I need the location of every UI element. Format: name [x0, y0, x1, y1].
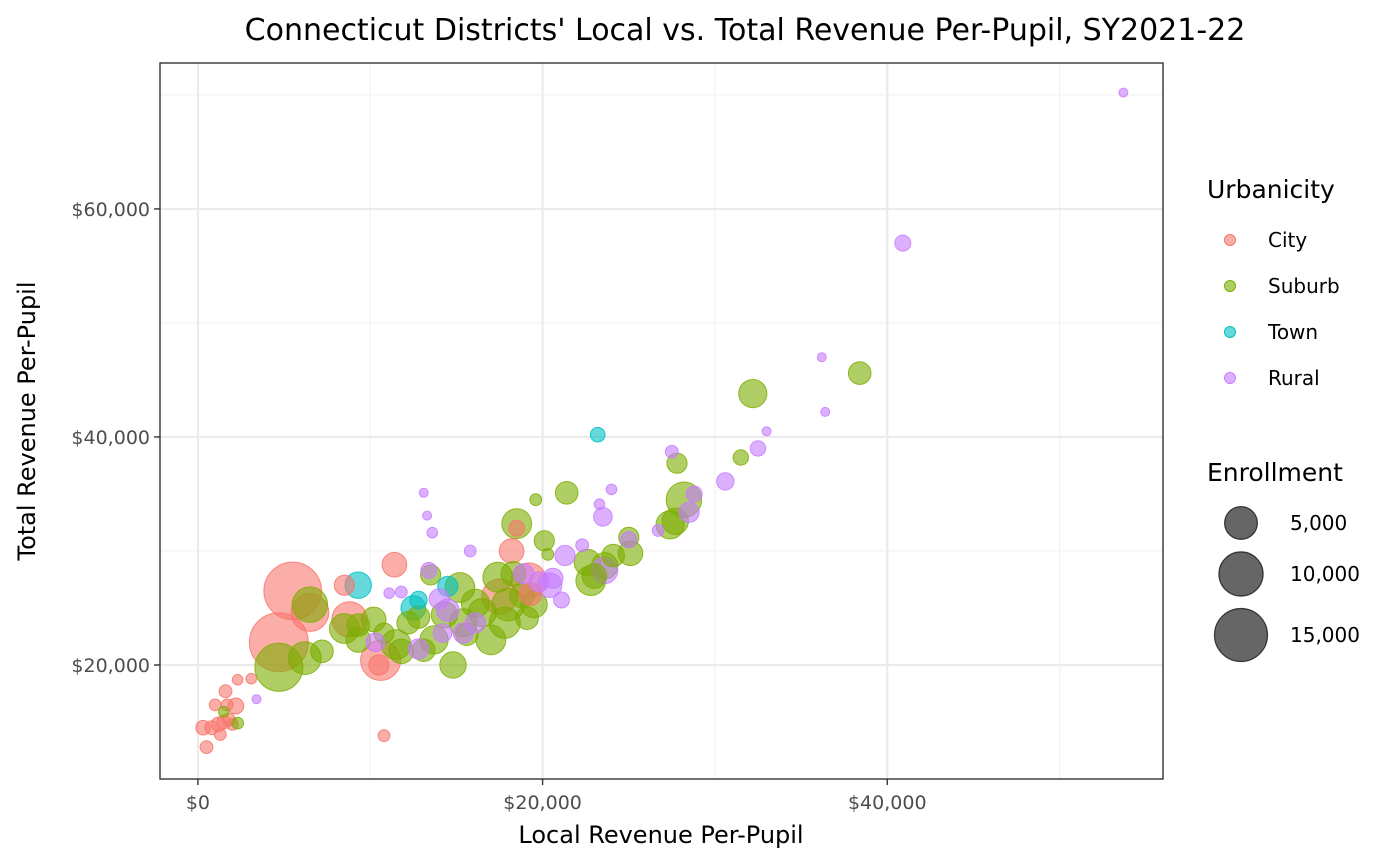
data-point-rural [575, 538, 590, 553]
data-point-rural [593, 507, 613, 527]
minor-gridlines [160, 63, 1163, 779]
data-point-rural [420, 561, 438, 579]
data-point-town [589, 426, 606, 443]
data-point-rural [664, 444, 679, 459]
data-point-suburb [847, 361, 872, 385]
data-point-suburb [291, 586, 329, 623]
legend-size-label: 10,000 [1290, 562, 1360, 586]
legend-key-town [1224, 326, 1236, 338]
x-axis: $0 $20,000 $40,000 [186, 779, 927, 814]
data-point-rural [432, 623, 453, 643]
data-point-suburb [581, 563, 608, 589]
data-point-city [199, 740, 214, 754]
data-point-rural [620, 531, 638, 549]
data-point-suburb [218, 705, 230, 718]
data-point-city [213, 728, 227, 741]
data-point-city [377, 729, 391, 743]
major-gridlines [160, 63, 1163, 779]
data-point-rural [553, 591, 570, 609]
data-point-rural [383, 587, 396, 600]
data-point-city [333, 574, 355, 596]
data-point-rural [749, 440, 767, 457]
data-point-suburb [601, 543, 626, 568]
data-point-suburb [738, 379, 768, 409]
data-point-suburb [515, 606, 539, 631]
data-point-suburb [732, 449, 749, 466]
legend-label-city: City [1268, 228, 1307, 252]
x-tick-label: $40,000 [848, 792, 927, 814]
data-point-rural [685, 485, 703, 503]
legend-color-title: Urbanicity [1207, 175, 1335, 204]
y-tick-label: $40,000 [71, 427, 150, 449]
plot-panel [159, 62, 1164, 780]
data-point-city [368, 654, 390, 676]
data-point-rural [422, 510, 433, 521]
data-point-city [381, 551, 408, 578]
data-point-suburb [310, 639, 334, 664]
data-point-city [508, 519, 526, 537]
data-point-suburb [533, 530, 555, 552]
legend-label-town: Town [1267, 320, 1318, 344]
data-point-rural [407, 638, 430, 660]
legend-size-label: 15,000 [1290, 623, 1360, 647]
y-tick-label: $20,000 [71, 655, 150, 677]
data-point-rural [605, 483, 618, 496]
data-point-rural [426, 526, 439, 539]
legend-size-label: 5,000 [1290, 511, 1347, 535]
data-point-city [498, 538, 525, 564]
data-point-rural [820, 406, 831, 417]
y-axis: $20,000 $40,000 $60,000 [71, 199, 160, 677]
data-point-suburb [231, 716, 245, 730]
data-point-suburb [541, 548, 555, 561]
data-point-suburb [529, 493, 543, 507]
legend-size-entries: 5,000 10,000 15,000 [1213, 506, 1360, 663]
data-point-rural [542, 567, 564, 589]
legend-size-key [1223, 506, 1258, 541]
legend-color-entries: City Suburb Town Rural [1224, 228, 1340, 390]
data-point-rural [365, 632, 386, 653]
y-tick-label: $60,000 [71, 199, 150, 221]
legend-key-city [1224, 234, 1236, 246]
data-point-rural [761, 426, 772, 437]
data-point-rural [463, 544, 477, 558]
x-axis-title: Local Revenue Per-Pupil [518, 821, 803, 849]
data-point-rural [593, 498, 606, 511]
data-point-rural [678, 501, 700, 523]
data-point-rural [816, 352, 827, 363]
legend-size-title: Enrollment [1207, 458, 1343, 487]
legend-size-key [1213, 607, 1269, 663]
data-point-city [245, 672, 258, 685]
x-tick-label: $0 [186, 792, 210, 814]
data-point-suburb [439, 651, 467, 679]
data-points [195, 87, 1129, 754]
data-point-rural [894, 234, 912, 252]
legend-label-rural: Rural [1268, 366, 1320, 390]
chart-title: Connecticut Districts' Local vs. Total R… [245, 13, 1246, 48]
data-point-city [231, 674, 244, 686]
data-point-rural [716, 472, 735, 491]
y-axis-title: Total Revenue Per-Pupil [13, 281, 41, 561]
data-point-town [409, 590, 428, 610]
legend-key-rural [1224, 372, 1236, 384]
data-point-rural [394, 585, 408, 599]
data-point-suburb [346, 613, 371, 637]
x-tick-label: $20,000 [503, 792, 582, 814]
data-point-rural [1118, 87, 1129, 98]
legend: Urbanicity City Suburb Town Rural Enrollmen… [1207, 175, 1360, 663]
data-point-rural [554, 544, 576, 567]
data-point-rural [418, 487, 429, 498]
data-point-rural [428, 588, 450, 610]
data-point-rural [464, 612, 486, 634]
panel-border [159, 62, 1164, 780]
legend-label-suburb: Suburb [1268, 274, 1340, 298]
data-point-rural [651, 524, 665, 537]
data-point-rural [251, 694, 262, 705]
legend-size-key [1218, 551, 1264, 597]
legend-key-suburb [1224, 280, 1236, 292]
data-point-city [218, 684, 233, 699]
data-point-suburb [554, 481, 579, 505]
